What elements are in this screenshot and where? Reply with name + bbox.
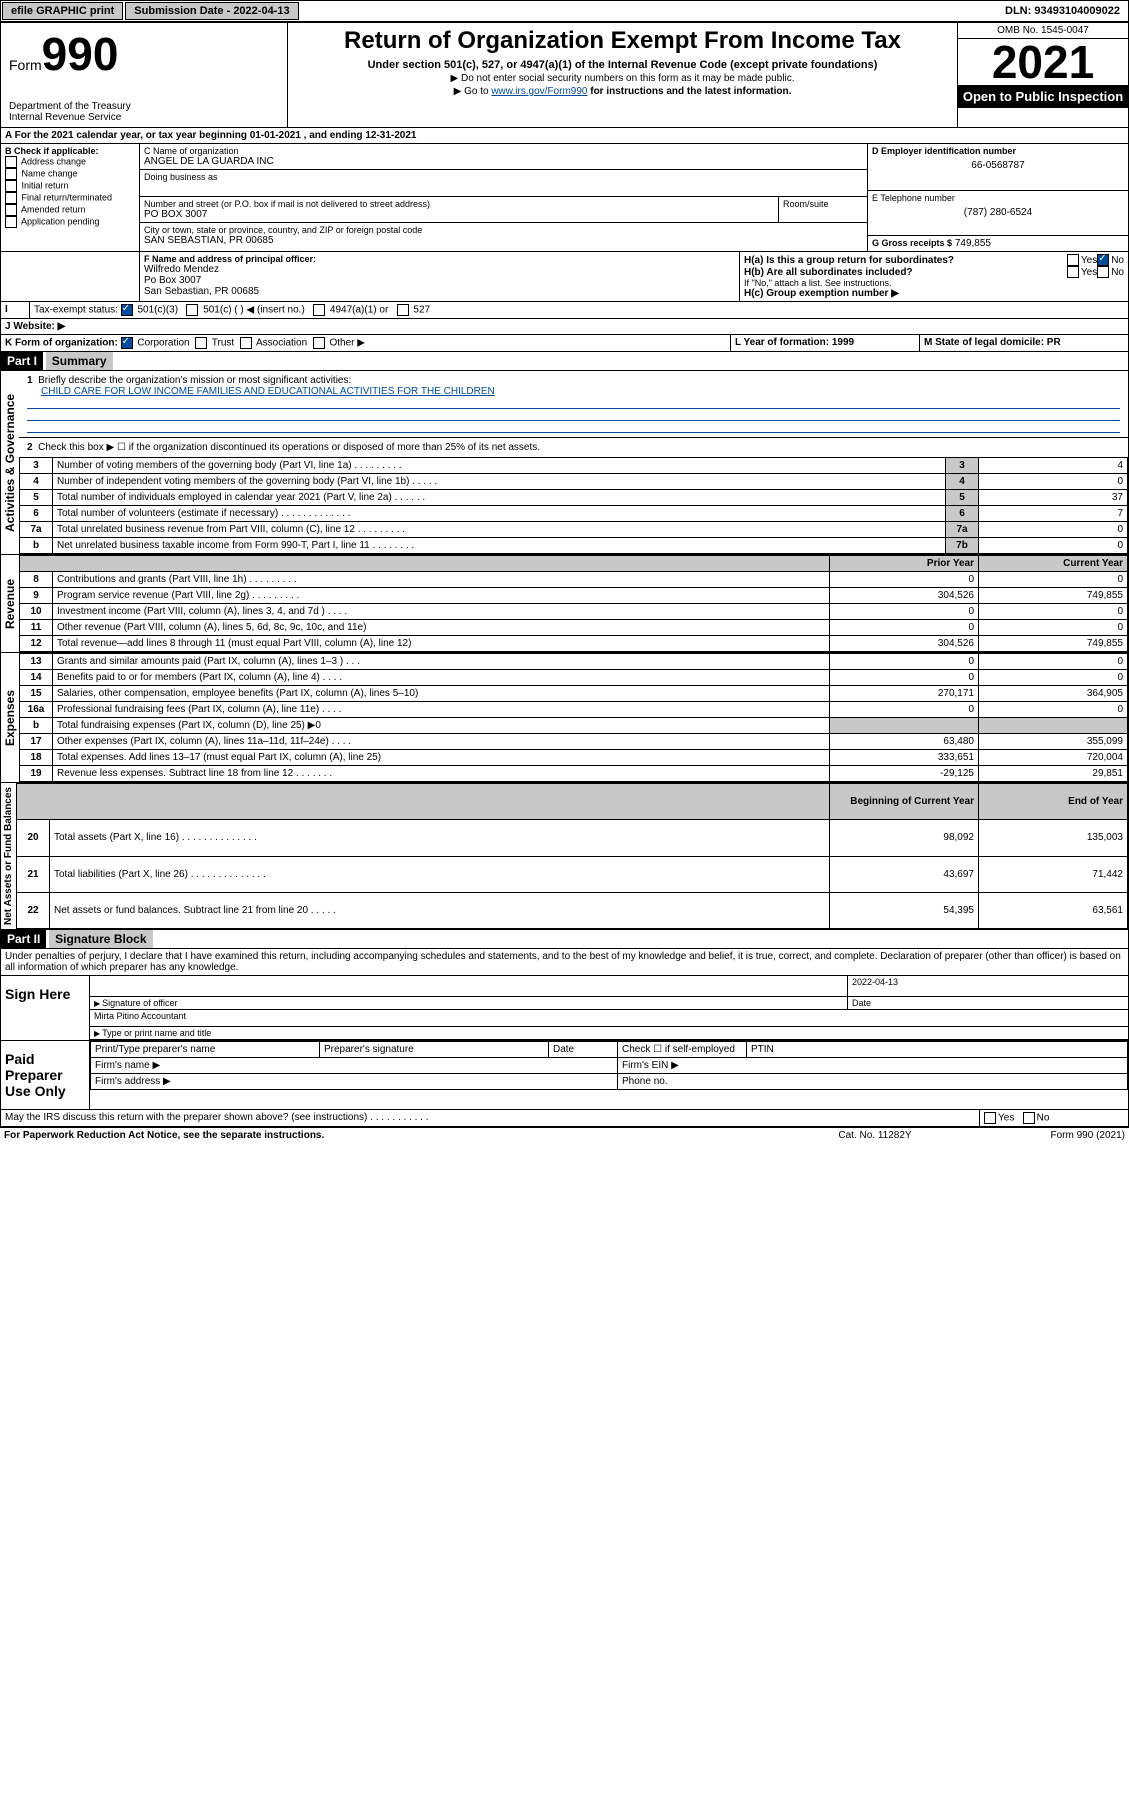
irs-link[interactable]: www.irs.gov/Form990 [491,86,587,97]
b-checkbox[interactable] [5,168,17,180]
open-public-badge: Open to Public Inspection [958,85,1128,108]
prep-sig-label: Preparer's signature [320,1042,549,1058]
prep-name-label: Print/Type preparer's name [91,1042,320,1058]
form-header: Form990 Department of the Treasury Inter… [0,22,1129,128]
part1-title: Summary [46,352,113,370]
phone-label: E Telephone number [872,193,1124,203]
type-name-label: Type or print name and title [90,1027,1128,1040]
form-title: Return of Organization Exempt From Incom… [296,27,949,55]
trust-checkbox[interactable] [195,337,207,349]
mission-label: Briefly describe the organization's miss… [38,375,351,386]
b-checkbox[interactable] [5,156,17,168]
501c-checkbox[interactable] [186,304,198,316]
ha-no-checkbox[interactable] [1097,254,1109,266]
hb-label: H(b) Are all subordinates included? [744,267,1067,278]
officer-typed-name: Mirta Pitino Accountant [90,1010,1128,1027]
officer-addr1: Po Box 3007 [144,275,735,286]
side-governance: Activities & Governance [1,371,19,554]
sign-here-block: Sign Here Signature of officer 2022-04-1… [0,976,1129,1041]
street-label: Number and street (or P.O. box if mail i… [144,199,774,209]
dba-label: Doing business as [144,172,863,182]
instruction-2: ▶ Go to www.irs.gov/Form990 for instruct… [296,86,949,97]
officer-addr2: San Sebastian, PR 00685 [144,286,735,297]
hc-label: H(c) Group exemption number ▶ [744,288,1124,299]
section-bcdeg: B Check if applicable: Address change Na… [0,144,1129,252]
4947-checkbox[interactable] [313,304,325,316]
governance-table: 3Number of voting members of the governi… [19,457,1128,554]
section-j: J Website: ▶ [0,319,1129,335]
ha-label: H(a) Is this a group return for subordin… [744,255,1067,266]
officer-name: Wilfredo Mendez [144,264,735,275]
ein-label: D Employer identification number [872,146,1124,156]
revenue-table: Prior YearCurrent Year8Contributions and… [19,555,1128,652]
part2-title: Signature Block [49,930,152,948]
net-assets-table: Beginning of Current YearEnd of Year20To… [16,783,1128,929]
b-checkbox[interactable] [5,180,17,192]
assoc-checkbox[interactable] [240,337,252,349]
sig-date-label: Date [848,997,1128,1010]
sig-date-value: 2022-04-13 [848,976,1128,997]
b-checkbox[interactable] [5,204,17,216]
b-checkbox[interactable] [5,216,17,228]
state-domicile: M State of legal domicile: PR [920,335,1128,351]
city-value: SAN SEBASTIAN, PR 00685 [144,235,863,246]
section-a: A For the 2021 calendar year, or tax yea… [0,128,1129,144]
hb-no-checkbox[interactable] [1097,266,1109,278]
form-subtitle: Under section 501(c), 527, or 4947(a)(1)… [296,59,949,71]
side-revenue: Revenue [1,555,19,652]
org-name: ANGEL DE LA GUARDA INC [144,156,863,167]
gross-label: G Gross receipts $ [872,238,952,248]
expenses-table: 13Grants and similar amounts paid (Part … [19,653,1128,782]
ha-yes-checkbox[interactable] [1067,254,1079,266]
phone-value: (787) 280-6524 [872,203,1124,218]
ein-value: 66-0568787 [872,156,1124,171]
side-net-assets: Net Assets or Fund Balances [1,783,16,929]
firm-name-label: Firm's name ▶ [91,1058,618,1074]
ptin-label: PTIN [747,1042,1128,1058]
city-label: City or town, state or province, country… [144,225,863,235]
501c3-checkbox[interactable] [121,304,133,316]
discuss-yes-checkbox[interactable] [984,1112,996,1124]
hb-note: If "No," attach a list. See instructions… [744,278,1124,288]
gross-value: 749,855 [955,238,991,249]
department-label: Department of the Treasury Internal Reve… [9,101,279,123]
corp-checkbox[interactable] [121,337,133,349]
sig-officer-label: Signature of officer [90,997,847,1010]
penalty-statement: Under penalties of perjury, I declare th… [0,949,1129,976]
section-fh: F Name and address of principal officer:… [0,252,1129,302]
discuss-no-checkbox[interactable] [1023,1112,1035,1124]
efile-button[interactable]: efile GRAPHIC print [2,2,123,20]
self-employed-label: Check ☐ if self-employed [618,1042,747,1058]
top-bar: efile GRAPHIC print Submission Date - 20… [0,0,1129,22]
submission-date-button[interactable]: Submission Date - 2022-04-13 [125,2,298,20]
prep-date-label: Date [549,1042,618,1058]
form-number: Form990 [9,27,279,81]
firm-addr-label: Firm's address ▶ [91,1074,618,1090]
firm-phone-label: Phone no. [618,1074,1128,1090]
discuss-row: May the IRS discuss this return with the… [0,1110,1129,1127]
part2-header: Part II [1,930,46,948]
page-footer: For Paperwork Reduction Act Notice, see … [0,1127,1129,1143]
other-checkbox[interactable] [313,337,325,349]
part1-header: Part I [1,352,43,370]
officer-label: F Name and address of principal officer: [144,254,735,264]
tax-year: 2021 [958,39,1128,85]
section-klm: K Form of organization: Corporation Trus… [0,335,1129,352]
section-b-label: B Check if applicable: [5,146,135,156]
paid-preparer-block: Paid Preparer Use Only Print/Type prepar… [0,1041,1129,1110]
section-i: I Tax-exempt status: 501(c)(3) 501(c) ( … [0,302,1129,319]
527-checkbox[interactable] [397,304,409,316]
side-expenses: Expenses [1,653,19,782]
year-formation: L Year of formation: 1999 [731,335,920,351]
instruction-1: ▶ Do not enter social security numbers o… [296,73,949,84]
room-label: Room/suite [778,197,867,222]
firm-ein-label: Firm's EIN ▶ [618,1058,1128,1074]
line2-text: Check this box ▶ ☐ if the organization d… [38,442,540,453]
hb-yes-checkbox[interactable] [1067,266,1079,278]
org-name-label: C Name of organization [144,146,863,156]
dln-label: DLN: 93493104009022 [1005,5,1128,17]
mission-text[interactable]: CHILD CARE FOR LOW INCOME FAMILIES AND E… [27,386,495,397]
street-value: PO BOX 3007 [144,209,774,220]
b-checkbox[interactable] [5,192,17,204]
